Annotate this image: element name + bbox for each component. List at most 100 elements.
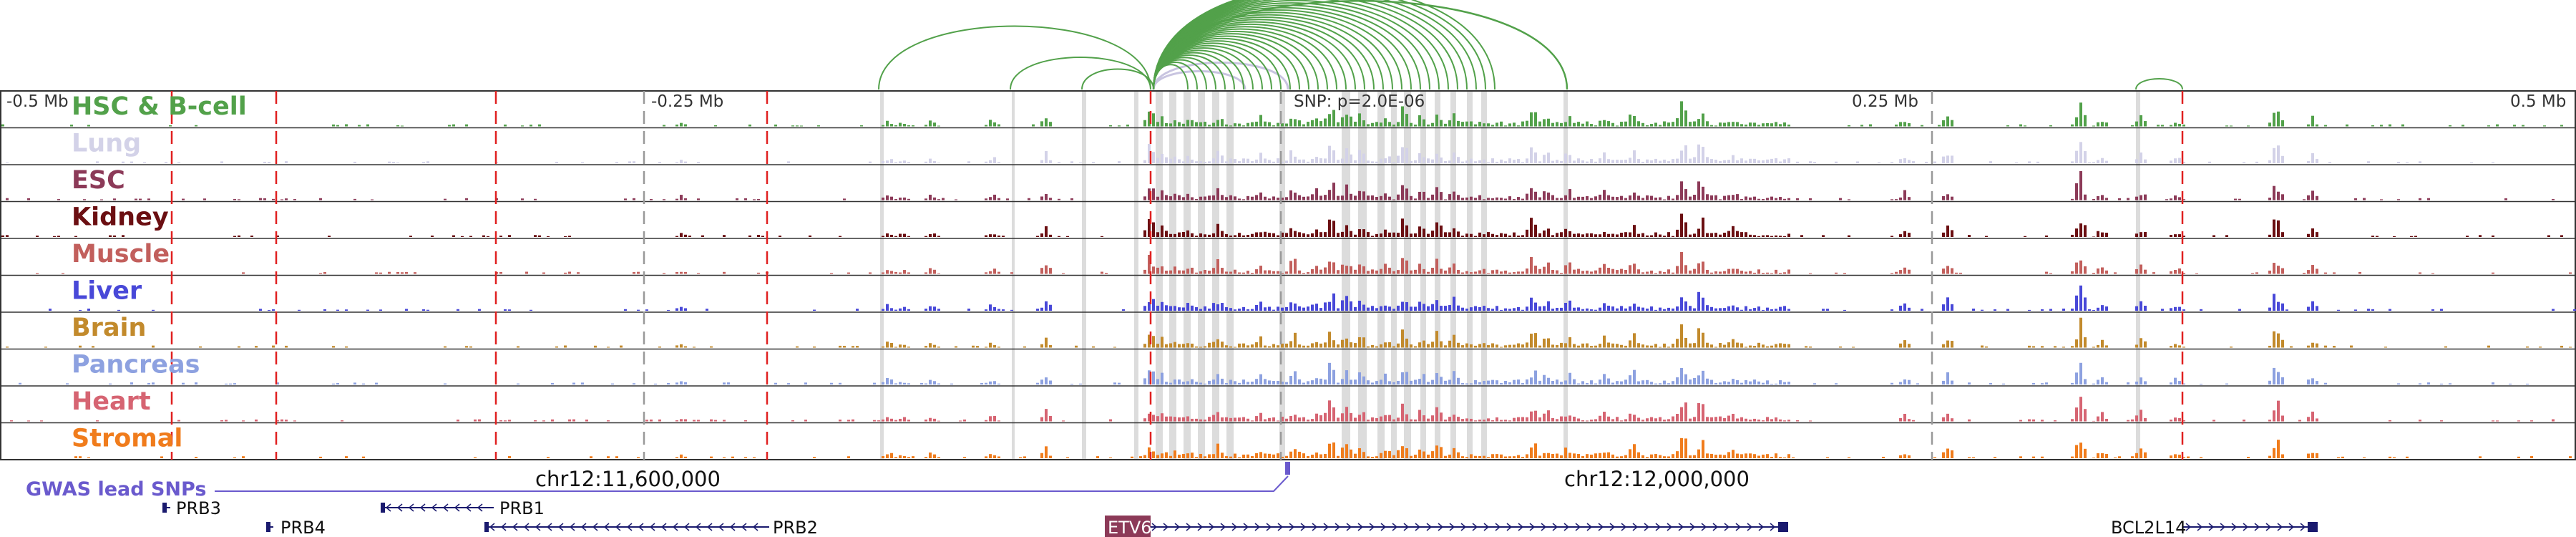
signal-bar [1298,195,1301,200]
signal-bar [1255,379,1258,384]
gene-bcl2l14[interactable]: BCL2L14 [2111,518,2318,537]
signal-bar [1242,454,1245,458]
signal-bar [2140,448,2142,458]
signal-bar [1143,196,1146,200]
signal-bar [1152,451,1155,458]
signal-bar [1543,338,1546,348]
signal-bar [2135,415,2138,422]
signal-bar [2337,309,2340,311]
signal-bar [684,346,687,348]
signal-bar [1757,419,1760,422]
signal-bar [1234,196,1236,200]
signal-bar [1380,158,1382,163]
signal-bar [1654,418,1657,422]
signal-bar [1435,373,1438,384]
signal-track-7 [6,317,2572,348]
signal-bar [1255,159,1258,163]
signal-bar [2045,235,2048,237]
signal-bar [1204,234,1206,237]
signal-bar [684,124,687,127]
signal-bar [2316,159,2318,163]
signal-bar [1672,454,1674,458]
signal-bar [1165,452,1168,458]
signal-bar [1577,122,1580,127]
signal-bar [1706,417,1709,422]
signal-bar [388,161,391,163]
signal-bar [907,420,910,422]
signal-bar [1684,110,1687,127]
signal-bar [2170,308,2172,311]
signal-bar [1684,145,1687,163]
signal-bar [2393,236,2396,237]
gene-etv6[interactable]: ETV6 [1105,516,1788,537]
signal-bar [2560,235,2563,237]
signal-bar [1568,300,1571,311]
signal-bar [1496,235,1498,237]
signal-bar [1392,199,1395,200]
signal-bar [633,272,635,274]
signal-bar [1285,343,1288,348]
signal-bar [1783,122,1786,127]
gene-prb4[interactable]: PRB4 [266,518,326,537]
signal-bar [1749,453,1752,458]
signal-bar [985,456,987,458]
strand-arrow [626,523,633,531]
signal-bar [680,271,683,274]
signal-bar [1749,381,1752,384]
signal-bar [96,161,99,163]
signal-bar [2273,294,2275,311]
signal-bar [1045,377,1048,384]
gene-prb1[interactable]: PRB1 [381,498,545,518]
signal-bar [1259,192,1262,200]
signal-bar [1732,379,1735,384]
signal-bar [2496,124,2499,127]
signal-bar [2178,345,2181,348]
signal-bar [1599,120,1601,127]
signal-bar [1216,188,1219,200]
signal-bar [379,272,382,274]
signal-bar [1942,120,1945,127]
signal-bar [1684,222,1687,237]
signal-bar [1951,450,1953,458]
signal-bar [1444,306,1447,311]
signal-bar [1551,235,1554,237]
signal-bar [1521,344,1524,348]
strand-arrow [2220,523,2226,531]
signal-bar [929,306,932,311]
signal-bar [1749,158,1752,163]
signal-bar [1435,331,1438,348]
signal-bar [2144,269,2147,274]
signal-bar [1289,261,1292,274]
gene-prb3[interactable]: PRB3 [162,498,221,518]
gene-prb2[interactable]: PRB2 [484,518,818,537]
signal-bar [1942,344,1945,348]
track-label-2: Lung [72,130,141,158]
signal-bar [1762,454,1765,458]
signal-bar [1049,122,1052,127]
signal-bar [1500,382,1503,384]
track-label-6: Liver [72,277,142,306]
signal-bar [877,420,880,422]
signal-bar [1530,411,1533,422]
signal-bar [882,346,884,348]
signal-bar [1697,449,1700,458]
signal-bar [1719,382,1722,384]
signal-bar [1337,233,1340,237]
signal-bar [1521,457,1524,458]
signal-bar [2062,309,2065,311]
signal-bar [2144,194,2147,200]
signal-bar [1663,343,1666,348]
signal-bar [1457,452,1460,458]
signal-bar [1766,122,1769,127]
signal-bar [1423,228,1425,237]
signal-bar [1208,234,1211,237]
signal-bar [1719,416,1722,422]
gwas-snp-marker[interactable] [1285,462,1290,475]
signal-bar [890,234,893,237]
signal-bar [1045,337,1048,348]
signal-bar [1294,371,1297,384]
signal-bar [1229,195,1232,200]
signal-bar [220,420,223,422]
signal-bar [2170,455,2172,458]
signal-bar [650,199,653,200]
